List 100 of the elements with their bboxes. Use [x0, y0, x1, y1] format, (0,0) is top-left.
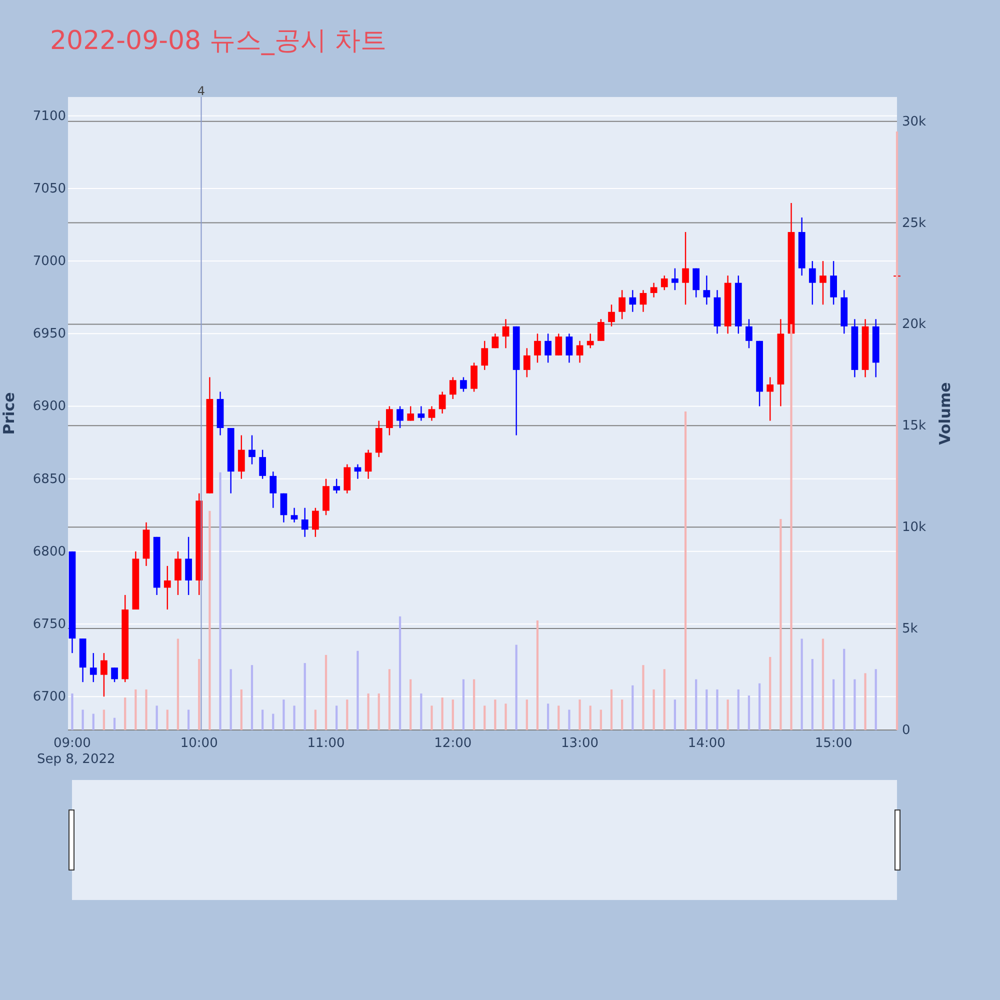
y-tick-label: 6800 — [32, 544, 66, 560]
bar — [124, 698, 126, 730]
bar — [874, 669, 877, 730]
bar — [420, 693, 422, 730]
bar — [800, 638, 803, 730]
bar — [674, 700, 676, 730]
bar — [504, 704, 507, 730]
text: Sep 8, 2022 — [37, 752, 116, 767]
bar — [198, 658, 200, 730]
y-tick-label: 6750 — [32, 617, 66, 632]
bar — [304, 663, 306, 730]
bar — [367, 693, 370, 730]
bar — [346, 700, 348, 730]
bar — [462, 679, 465, 730]
y2-tick-label: 0 — [902, 723, 910, 738]
bar — [82, 710, 84, 730]
y2-tick-label: 30k — [902, 114, 927, 130]
bar — [250, 665, 254, 730]
bar — [864, 673, 866, 730]
bar — [378, 693, 380, 730]
bar — [780, 519, 782, 730]
y2-tick-label: 15k — [902, 418, 927, 434]
bar — [484, 706, 486, 730]
bar — [410, 679, 412, 730]
x-tick-label: 14:00 — [688, 736, 726, 751]
bar — [695, 679, 698, 730]
bar — [134, 689, 137, 730]
y2-tick-label: 5k — [902, 622, 918, 637]
bar — [843, 648, 846, 730]
bar — [240, 689, 242, 730]
y-tick-label: 6700 — [32, 690, 66, 705]
y2-tick-label: 20k — [902, 317, 927, 332]
bar — [324, 654, 328, 730]
bar — [832, 679, 835, 730]
bar — [314, 710, 316, 730]
bar — [642, 665, 644, 730]
x-tick-label: 11:00 — [307, 736, 345, 751]
bar — [558, 706, 560, 730]
bar — [430, 706, 433, 730]
bar — [515, 644, 518, 730]
bar — [145, 689, 148, 730]
x-tick-label: 12:00 — [434, 736, 472, 751]
bar — [706, 689, 708, 730]
bar — [176, 638, 180, 730]
y-tick-label: 7050 — [32, 181, 66, 196]
bar — [854, 679, 856, 730]
bar — [230, 669, 232, 730]
bar — [336, 706, 338, 730]
bar — [547, 704, 550, 730]
bar — [652, 689, 655, 730]
bar — [758, 683, 761, 730]
bar — [262, 710, 264, 730]
bar — [398, 616, 402, 730]
bar — [208, 510, 211, 730]
bar — [92, 714, 94, 730]
y-tick-label: 6900 — [32, 399, 66, 414]
y-tick-label: 6950 — [32, 326, 66, 342]
bar — [356, 650, 359, 730]
x-tick-label: 10:00 — [180, 736, 218, 751]
bar — [219, 472, 222, 730]
x-tick-label: 15:00 — [814, 736, 852, 751]
bar — [621, 700, 624, 730]
x-tick-label: 09:00 — [53, 736, 91, 751]
chart-title: 2022-09-08 뉴스_공시 차트 — [50, 26, 387, 56]
y2-tick-label: 25k — [902, 216, 927, 231]
bar — [822, 638, 824, 730]
y-tick-label: 7000 — [32, 254, 66, 270]
bar — [578, 700, 581, 730]
bar — [156, 706, 158, 730]
bar — [272, 714, 274, 730]
bar — [441, 698, 444, 730]
bar — [769, 656, 772, 730]
y-tick-label: 6850 — [32, 472, 66, 487]
bar — [568, 710, 570, 730]
bar — [113, 718, 116, 730]
bar — [684, 411, 687, 730]
x-tick-label: 13:00 — [561, 736, 599, 751]
bar — [896, 131, 898, 730]
bar — [589, 706, 592, 730]
bar — [526, 700, 528, 730]
bar — [536, 620, 539, 730]
bar — [71, 693, 74, 730]
bar — [166, 710, 168, 730]
bar — [472, 679, 476, 730]
bar — [748, 696, 750, 730]
bar — [600, 710, 602, 730]
bar — [293, 706, 296, 730]
bar — [663, 669, 666, 730]
bar — [494, 700, 496, 730]
bar — [187, 710, 190, 730]
ref-line-label: 4 — [197, 84, 206, 98]
bar — [452, 700, 454, 730]
bar — [811, 658, 814, 730]
bar — [632, 685, 634, 730]
bar — [282, 700, 285, 730]
bar — [610, 689, 613, 730]
y-tick-label: 7100 — [32, 108, 66, 124]
bar — [102, 710, 106, 730]
bar — [388, 669, 391, 730]
y2-tick-label: 10k — [902, 520, 927, 536]
